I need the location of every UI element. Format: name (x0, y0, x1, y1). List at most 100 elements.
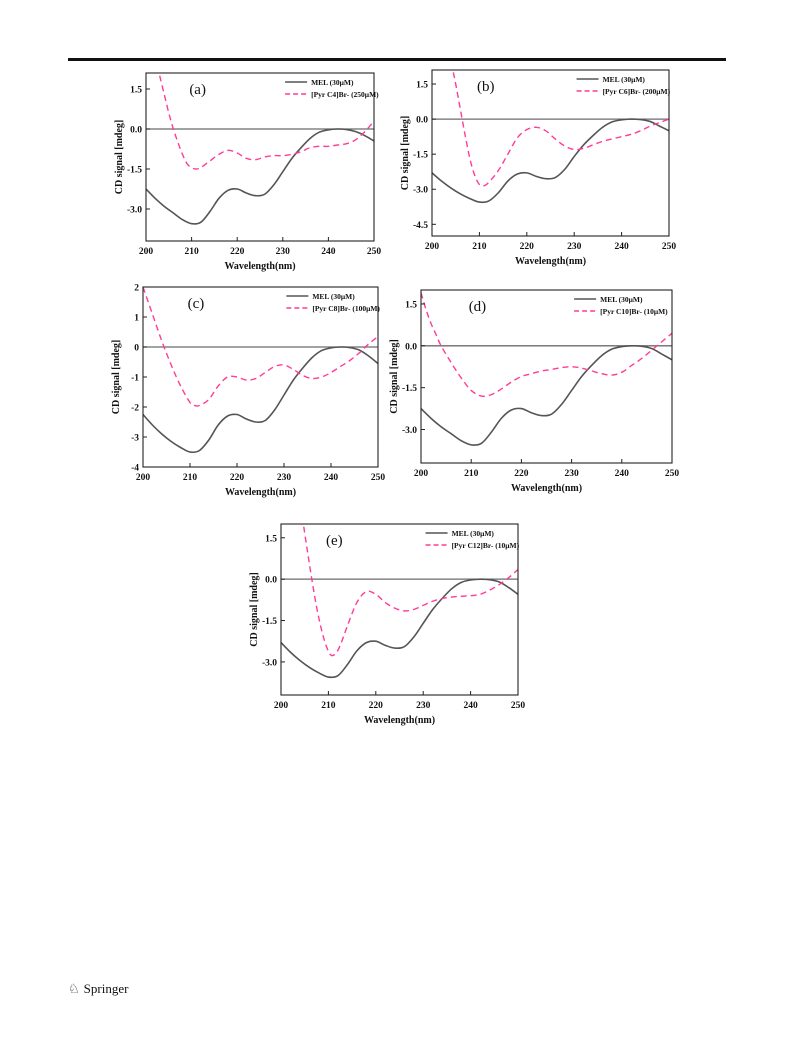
x-tick-label: 220 (514, 469, 529, 479)
x-tick-label: 230 (276, 247, 291, 257)
il-series-line (143, 287, 378, 407)
il-series-line (159, 75, 374, 170)
y-tick-label: -1.5 (262, 617, 277, 627)
y-tick-label: 1.5 (416, 81, 428, 91)
y-axis-label: CD signal [mdeg] (389, 339, 400, 413)
mel-series-line (143, 346, 378, 454)
x-tick-label: 200 (274, 701, 289, 711)
il-series-line (421, 292, 672, 397)
y-tick-label: 0.0 (265, 576, 277, 586)
chart-panel-b: 200 210 220 230 240 250 1.5 0.0 -1.5 -3.0 -4.5 Wave… (393, 67, 677, 282)
y-tick-label: 2 (134, 284, 139, 294)
y-axis-label: CD signal [mdeg] (249, 572, 260, 646)
chart-c-svg: 200 210 220 230 240 250210-1-2-3-4Wavelength(… (111, 284, 385, 499)
mel-series-line (146, 128, 374, 225)
y-tick-label: -1.5 (402, 384, 417, 394)
panel-label: (c) (188, 296, 205, 312)
x-tick-label: 250 (662, 242, 677, 252)
x-tick-label: 210 (472, 242, 487, 252)
y-tick-label: 1.5 (265, 534, 277, 544)
legend-entry: [Pyr C12]Br- (10μM) (452, 541, 520, 550)
plot-frame (142, 286, 379, 468)
x-tick-label: 230 (564, 469, 579, 479)
plot-frame (420, 289, 673, 464)
x-tick-label: 230 (277, 473, 292, 483)
legend-entry: [Pyr C4]Br- (250μM) (311, 90, 379, 99)
y-tick-label: -3.0 (262, 658, 277, 668)
x-tick-label: 210 (321, 701, 336, 711)
x-tick-label: 250 (371, 473, 386, 483)
plot-frame (145, 72, 375, 242)
x-tick-label: 230 (567, 242, 582, 252)
panel-label: (e) (326, 533, 343, 549)
series-group (146, 75, 374, 225)
series-group (143, 287, 378, 454)
x-axis-label: Wavelength(nm) (511, 483, 582, 494)
series-group (432, 72, 669, 204)
y-axis-label: CD signal [mdeg] (114, 120, 125, 194)
y-tick-label: 0.0 (416, 116, 428, 126)
series-group (281, 526, 518, 679)
x-tick-label: 240 (463, 701, 478, 711)
x-tick-label: 240 (324, 473, 339, 483)
y-tick-label: 1.5 (130, 86, 142, 96)
y-tick-label: -4.5 (413, 221, 428, 231)
x-axis-label: Wavelength(nm) (224, 261, 295, 272)
legend-entry: MEL (30μM) (600, 295, 643, 304)
y-tick-label: -3.0 (402, 426, 417, 436)
legend-entry: [Pyr C6]Br- (200μM) (603, 87, 671, 96)
legend-entry: MEL (30μM) (452, 529, 495, 538)
chart-panel-d: 200 210 220 230 240 250 1.5 0.0 -1.5 -3.0 Waveleng… (380, 287, 680, 509)
y-tick-label: -4 (131, 464, 139, 474)
mel-series-line (281, 578, 518, 679)
x-tick-label: 230 (416, 701, 431, 711)
x-tick-label: 200 (414, 469, 429, 479)
y-tick-label: -2 (131, 404, 139, 414)
x-tick-label: 240 (615, 469, 630, 479)
y-tick-label: 1.5 (405, 300, 417, 310)
x-tick-label: 200 (136, 473, 151, 483)
legend-entry: [Pyr C8]Br- (100μM) (312, 304, 380, 313)
x-tick-label: 220 (230, 473, 245, 483)
y-tick-label: -3.0 (127, 206, 142, 216)
x-axis-label: Wavelength(nm) (225, 487, 296, 498)
chart-d-svg: 200 210 220 230 240 250 1.5 0.0 -1.5 -3.0 Waveleng… (389, 289, 680, 494)
x-tick-label: 220 (520, 242, 535, 252)
chart-a-svg: 200 210 220 230 240 250 1.5 0.0 -1.5 -3.0 Waveleng… (114, 72, 381, 272)
y-tick-label: -1.5 (127, 166, 142, 176)
x-tick-label: 250 (511, 701, 526, 711)
il-series-line (452, 72, 669, 187)
x-tick-label: 200 (139, 247, 154, 257)
y-axis-label: CD signal [mdeg] (111, 340, 122, 414)
y-axis-label: CD signal [mdeg] (400, 116, 411, 190)
legend-entry: MEL (30μM) (311, 78, 354, 87)
il-series-line (303, 526, 518, 657)
x-axis-label: Wavelength(nm) (364, 715, 435, 726)
y-tick-label: -3 (131, 434, 139, 444)
x-axis-label: Wavelength(nm) (515, 256, 586, 267)
x-tick-label: 220 (230, 247, 245, 257)
panel-label: (d) (469, 299, 487, 315)
legend-entry: [Pyr C10]Br- (10μM) (600, 307, 668, 316)
springer-horse-icon: ♘ (68, 981, 80, 996)
x-tick-label: 200 (425, 242, 440, 252)
y-tick-label: -1.5 (413, 151, 428, 161)
x-tick-label: 210 (183, 473, 198, 483)
x-tick-label: 220 (369, 701, 384, 711)
mel-series-line (421, 345, 672, 446)
y-tick-label: 1 (134, 314, 139, 324)
plot-frame (431, 69, 670, 237)
y-tick-label: 0.0 (130, 126, 142, 136)
y-tick-label: -1 (131, 374, 139, 384)
x-tick-label: 210 (184, 247, 199, 257)
header-rule (68, 58, 726, 61)
legend-entry: MEL (30μM) (603, 75, 646, 84)
mel-series-line (432, 118, 669, 204)
chart-panel-e: 200 210 220 230 240 250 1.5 0.0 -1.5 -3.0 Waveleng… (236, 521, 525, 731)
publisher-name: Springer (83, 981, 129, 996)
chart-b-svg: 200 210 220 230 240 250 1.5 0.0 -1.5 -3.0 -4.5 Wave… (400, 69, 677, 267)
x-tick-label: 250 (665, 469, 680, 479)
chart-panel-c: 200 210 220 230 240 250 2 1 0 -1 -2 -3 -4 Wavelength(… (110, 283, 385, 501)
panel-label: (b) (477, 79, 495, 95)
